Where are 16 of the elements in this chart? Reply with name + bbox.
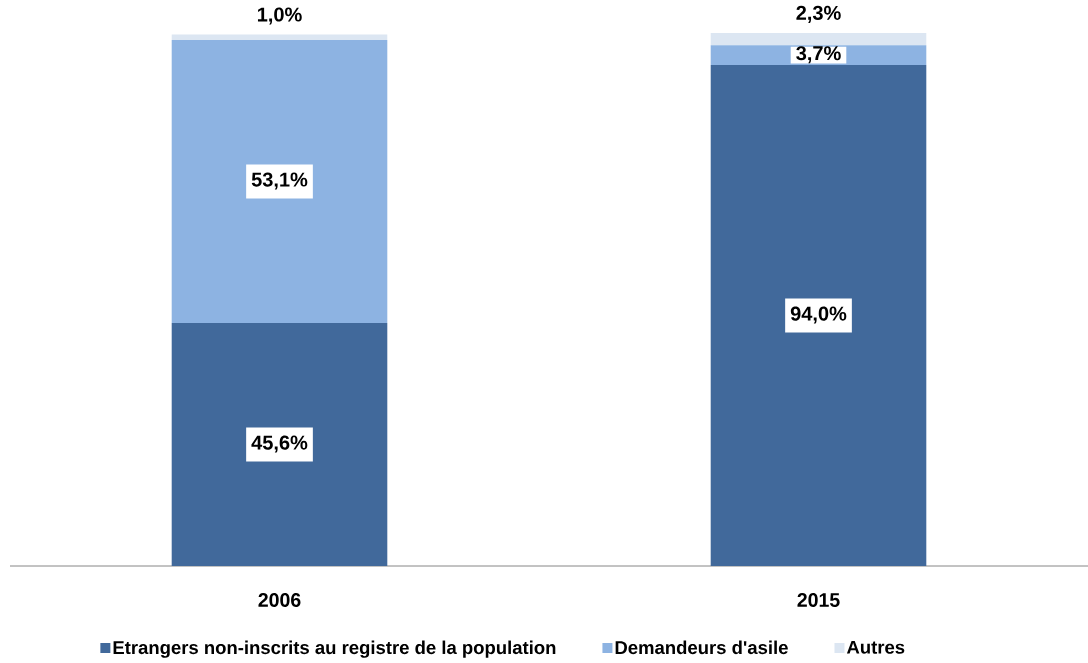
x-tick-label: 2015 bbox=[797, 593, 840, 607]
data-label: 94,0% bbox=[790, 306, 847, 324]
data-label: 1,0% bbox=[257, 7, 302, 25]
data-label: 53,1% bbox=[251, 172, 308, 190]
bar bbox=[710, 64, 927, 566]
bar bbox=[171, 39, 388, 323]
legend-label: Autres bbox=[846, 640, 905, 654]
legend-label: Demandeurs d'asile bbox=[615, 640, 788, 655]
x-tick-label: 2006 bbox=[258, 593, 301, 607]
bar bbox=[710, 33, 927, 46]
legend-label: Etrangers non-inscrits au registre de la population bbox=[113, 640, 556, 658]
bar bbox=[171, 34, 388, 40]
data-label: 3,7% bbox=[796, 46, 841, 64]
data-label: 45,6% bbox=[251, 435, 308, 453]
bar bbox=[171, 322, 388, 566]
data-label: 2,3% bbox=[796, 5, 841, 23]
